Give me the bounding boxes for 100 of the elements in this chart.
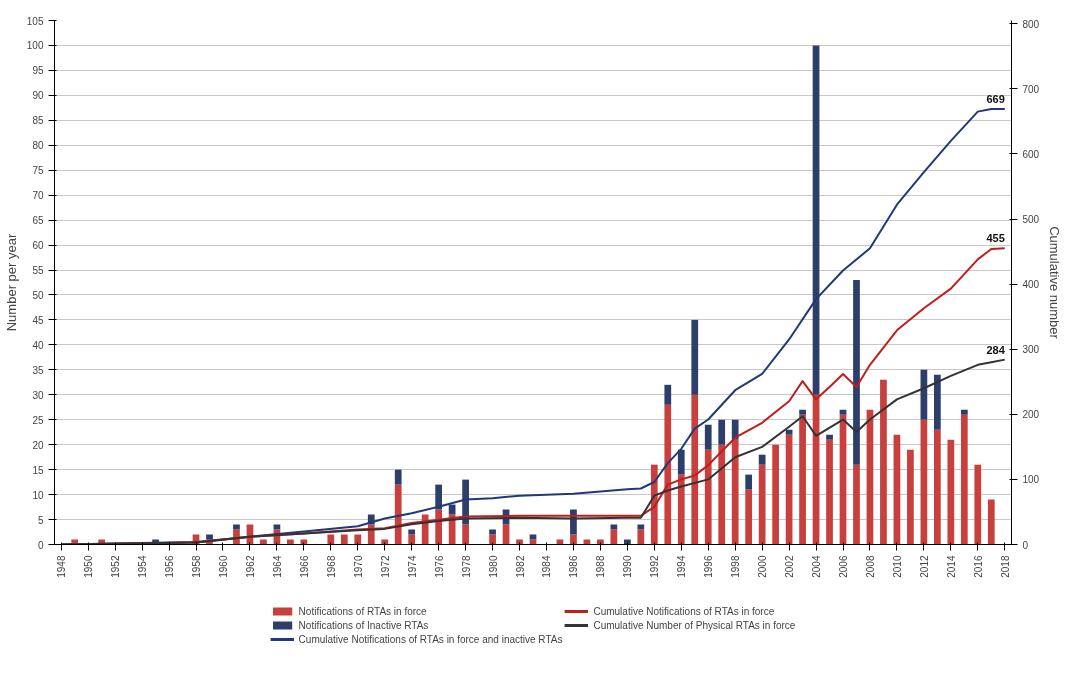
bar (718, 444, 726, 545)
legend-label: Cumulative Notifications of RTAs in force and inactive RTAs (298, 633, 563, 645)
bar (704, 424, 712, 450)
x-tick-label: 1990 (622, 555, 634, 578)
legend-label: Cumulative Notifications of RTAs in force (593, 605, 775, 617)
bar (570, 534, 577, 545)
bar (718, 419, 726, 445)
bar (394, 484, 402, 545)
x-tick-label: 2016 (972, 555, 984, 578)
bar (731, 439, 739, 545)
bar (826, 434, 833, 440)
y-tick-label: 10 (32, 489, 44, 501)
x-tick-label: 1980 (487, 555, 499, 578)
x-tick-label: 1970 (352, 555, 364, 578)
bar (758, 454, 766, 465)
y-tick-label: 0 (37, 539, 44, 551)
x-tick-label: 1976 (433, 555, 445, 578)
y-tick-label: 25 (32, 414, 44, 426)
x-tick-label: 2002 (784, 555, 796, 578)
x-tick-label: 1954 (137, 555, 149, 578)
x-tick-label: 2000 (757, 555, 769, 578)
bar (489, 529, 496, 535)
y-tick-label: 50 (32, 289, 44, 301)
bar (745, 489, 753, 545)
y-tick-label: 65 (32, 215, 44, 227)
y-tick-label: 55 (32, 265, 44, 277)
bar (745, 474, 753, 490)
bar (691, 394, 699, 545)
y2-tick-label: 600 (1022, 148, 1040, 160)
bar (664, 404, 672, 545)
bar (435, 484, 443, 510)
x-tick-label: 1964 (271, 555, 283, 578)
x-tick-label: 1992 (649, 555, 661, 578)
y-tick-label: 75 (32, 165, 44, 177)
x-tick-label: 1952 (110, 555, 122, 578)
y-tick-label: 45 (32, 314, 44, 326)
bar (907, 449, 914, 545)
bar (448, 504, 456, 515)
y-tick-label: 40 (32, 339, 44, 351)
bar (960, 409, 968, 415)
bar (340, 534, 348, 545)
bar (489, 534, 496, 545)
x-tick-label: 1962 (244, 555, 256, 578)
y2-tick-label: 100 (1022, 474, 1040, 486)
x-tick-label: 1974 (406, 555, 418, 578)
y2-axis-title: Cumulative number (1047, 226, 1063, 340)
y2-tick-label: 300 (1022, 344, 1040, 356)
x-tick-label: 1984 (541, 555, 553, 578)
bar (772, 444, 779, 545)
bar (354, 534, 362, 545)
x-tick-label: 1978 (460, 555, 472, 578)
y-axis-title: Number per year (3, 233, 19, 332)
x-tick-label: 1998 (730, 555, 742, 578)
y-tick-label: 70 (32, 190, 44, 202)
x-tick-label: 1982 (514, 555, 526, 578)
bar (934, 429, 941, 545)
data-label: 455 (986, 232, 1005, 245)
bar (327, 534, 335, 545)
y2-tick-label: 0 (1022, 539, 1029, 551)
x-tick-label: 1956 (164, 555, 176, 578)
y-tick-label: 100 (26, 40, 44, 52)
bar (947, 439, 955, 545)
y2-tick-label: 700 (1022, 83, 1040, 95)
bar (637, 524, 645, 530)
x-tick-label: 2014 (945, 555, 957, 578)
y-tick-label: 105 (26, 15, 44, 27)
y-tick-label: 90 (32, 90, 44, 102)
bar (758, 464, 766, 545)
x-tick-label: 1994 (676, 555, 688, 578)
x-tick-label: 2012 (918, 555, 930, 578)
x-tick-label: 1958 (191, 555, 203, 578)
y-tick-label: 85 (32, 115, 44, 127)
y2-tick-label: 500 (1022, 214, 1040, 226)
data-label: 669 (986, 93, 1005, 106)
legend-label: Notifications of Inactive RTAs (298, 619, 429, 631)
bar (880, 379, 887, 545)
bar (987, 499, 995, 545)
bar (394, 469, 402, 485)
x-tick-label: 2006 (838, 555, 850, 578)
y-tick-label: 30 (32, 389, 44, 401)
bar (826, 439, 833, 545)
x-tick-label: 1966 (298, 555, 310, 578)
x-tick-label: 1948 (56, 555, 68, 578)
bar (677, 449, 685, 475)
y2-tick-label: 200 (1022, 409, 1040, 421)
bar (799, 414, 806, 545)
bar (637, 529, 645, 545)
x-tick-label: 2018 (999, 555, 1011, 578)
x-tick-label: 1950 (83, 555, 95, 578)
legend-label: Notifications of RTAs in force (298, 605, 427, 617)
data-label: 284 (986, 343, 1006, 356)
y-tick-label: 80 (32, 140, 44, 152)
y-tick-label: 35 (32, 364, 44, 376)
y-tick-label: 5 (37, 514, 44, 526)
bar (664, 384, 672, 405)
x-tick-label: 1996 (703, 555, 715, 578)
x-tick-label: 1968 (325, 555, 337, 578)
bar (704, 449, 712, 545)
y-tick-label: 15 (32, 464, 44, 476)
y-tick-label: 95 (32, 65, 44, 77)
